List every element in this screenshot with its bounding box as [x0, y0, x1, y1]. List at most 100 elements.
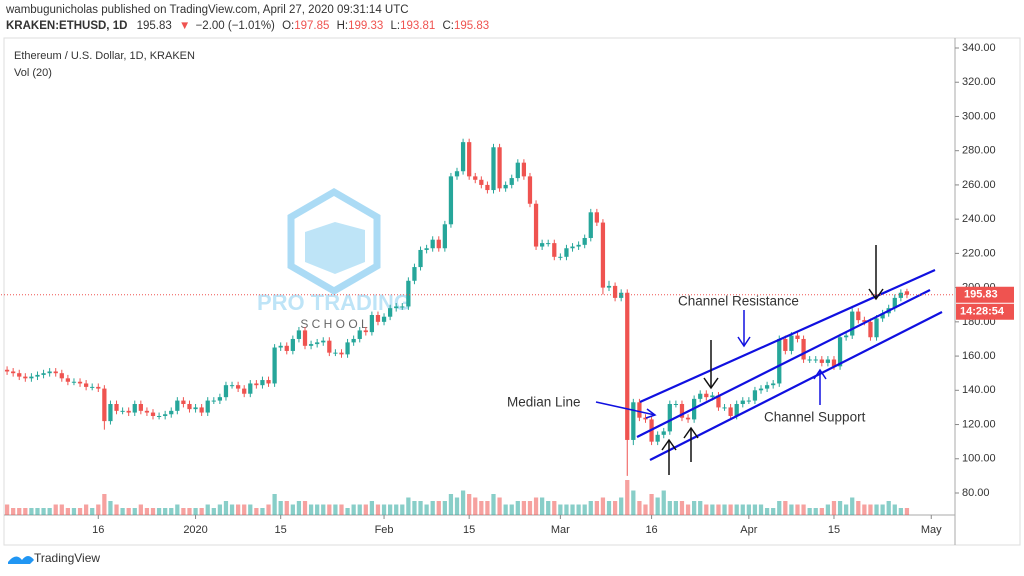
volume-bar: [193, 508, 198, 515]
volume-bar: [272, 494, 277, 515]
candle-body: [898, 292, 903, 298]
candle-body: [11, 371, 16, 374]
candle-body: [321, 340, 326, 343]
candle-body: [436, 239, 441, 249]
volume-bar: [625, 480, 630, 515]
volume-bar: [655, 497, 660, 515]
volume-bar: [266, 504, 271, 515]
volume-bar: [102, 494, 107, 515]
volume-bar: [667, 501, 672, 515]
symbol-line: KRAKEN:ETHUSD, 1D 195.83 ▼ −2.00 (−1.01%…: [6, 20, 489, 32]
volume-bar: [825, 504, 831, 515]
annotation: Channel Support: [764, 410, 866, 425]
candle-body: [758, 388, 764, 391]
candle-body: [315, 342, 320, 345]
volume-bar: [552, 501, 557, 515]
candle-body: [351, 338, 356, 343]
volume-bar: [582, 504, 587, 515]
volume-bar: [448, 494, 454, 515]
volume-bar: [394, 504, 399, 515]
volume-bar: [898, 508, 903, 515]
candle-body: [242, 388, 247, 394]
volume-bar: [497, 497, 502, 515]
volume-bar: [296, 501, 302, 515]
candle-body: [327, 340, 332, 353]
volume-bar: [746, 504, 751, 515]
volume-bar: [406, 497, 411, 515]
last-price-box: [956, 286, 1014, 303]
volume-bar: [789, 504, 794, 515]
arrow-head: [868, 288, 884, 301]
candle-body: [235, 385, 241, 389]
volume-bar: [485, 501, 490, 515]
volume-bar: [65, 508, 71, 515]
volume-bar: [150, 508, 156, 515]
volume-bar: [11, 508, 16, 515]
candle-body: [35, 374, 40, 377]
volume-bar: [430, 501, 435, 515]
volume-bar: [290, 504, 295, 515]
volume-bar: [576, 504, 581, 515]
arrow-head: [703, 377, 719, 390]
candle-body: [600, 222, 606, 288]
candle-body: [655, 434, 660, 442]
candle-body: [795, 335, 800, 339]
volume-bar: [436, 501, 441, 515]
candle-body: [576, 244, 581, 247]
candle-body: [150, 412, 156, 416]
c-label: C:: [442, 20, 454, 32]
volume-bar: [308, 504, 314, 515]
candle-body: [467, 142, 472, 177]
candle-body: [679, 404, 685, 418]
candle-body: [126, 410, 131, 413]
volume-bar: [892, 504, 897, 515]
volume-bar: [187, 508, 192, 515]
last-price-label: 195.83: [964, 289, 998, 301]
arrow-head: [661, 438, 677, 451]
candle-body: [789, 335, 794, 351]
volume-bar: [874, 504, 879, 515]
candle-body: [284, 345, 289, 351]
volume-bar: [819, 508, 824, 515]
volume-bar: [515, 501, 520, 515]
candle-body: [533, 203, 539, 247]
volume-bar: [716, 504, 721, 515]
candle-body: [278, 345, 283, 348]
volume-bar: [844, 504, 849, 515]
volume-bar: [388, 504, 393, 515]
candle-body: [272, 347, 277, 384]
volume-bar: [169, 508, 174, 515]
candle-body: [521, 162, 527, 177]
volume-bar: [710, 504, 715, 515]
candle-body: [783, 338, 788, 351]
candle-body: [132, 404, 137, 413]
candle-body: [813, 359, 818, 361]
volume-bar: [886, 501, 891, 515]
volume-bar: [315, 504, 320, 515]
volume-bar: [156, 508, 162, 515]
median-line: [636, 289, 931, 438]
volume-bar: [132, 508, 137, 515]
y-tick-label: 160.00: [962, 350, 996, 362]
change: −2.00 (−1.01%): [196, 20, 275, 32]
volume-bar: [740, 504, 745, 515]
candle-body: [394, 306, 399, 309]
volume-bar: [850, 497, 855, 515]
volume-bar: [904, 508, 910, 515]
candle-body: [223, 385, 229, 398]
candle-body: [752, 390, 758, 401]
candle-body: [685, 417, 691, 420]
candle-body: [29, 376, 34, 379]
candle-body: [558, 256, 563, 258]
candle-body: [211, 400, 216, 402]
candle-body: [83, 383, 89, 387]
logo-cubes: [305, 222, 365, 274]
candle-body: [734, 404, 739, 416]
last-price: 195.83: [137, 20, 172, 32]
touch-arrows: [661, 245, 884, 475]
candle-body: [448, 176, 454, 225]
candle-body: [643, 417, 648, 420]
volume-bar: [83, 504, 89, 515]
volume-bar: [460, 490, 466, 515]
